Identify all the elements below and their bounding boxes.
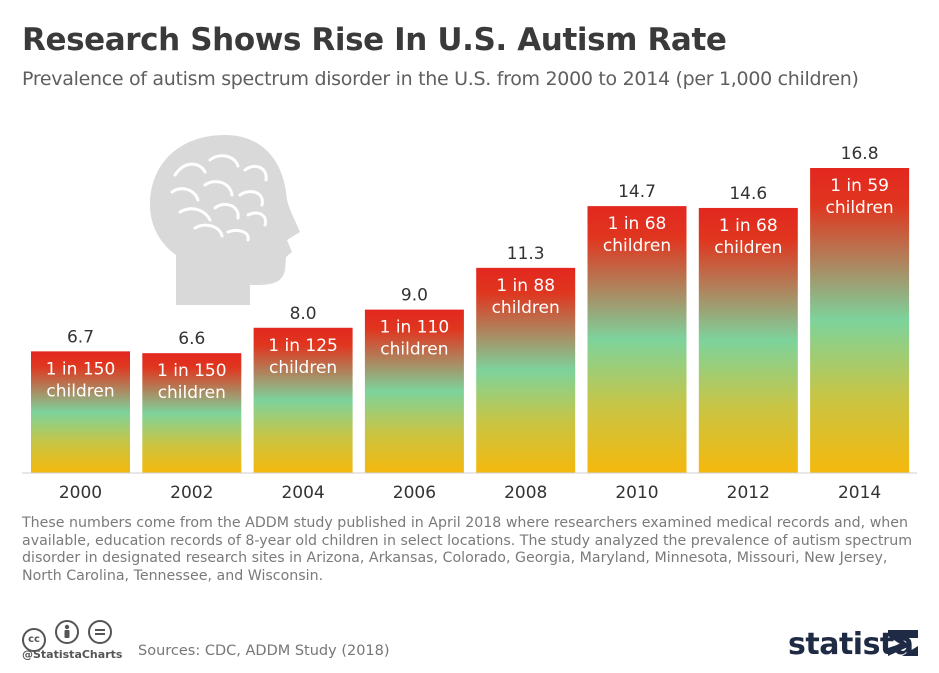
- ratio-label-2000: 1 in 150: [46, 359, 116, 379]
- head-brain-icon: [150, 135, 300, 305]
- ratio-label-2008: 1 in 88: [496, 276, 555, 296]
- x-tick-label-2014: 2014: [838, 483, 881, 503]
- sources-text: Sources: CDC, ADDM Study (2018): [138, 643, 390, 659]
- chart-title: Research Shows Rise In U.S. Autism Rate: [22, 22, 727, 58]
- value-label-2002: 6.6: [178, 329, 205, 349]
- ratio-sub-label-2014: children: [825, 198, 893, 218]
- license-icons: cc: [22, 620, 116, 652]
- ratio-sub-label-2008: children: [492, 298, 560, 318]
- ratio-label-2006: 1 in 110: [380, 318, 450, 338]
- chart-subtitle: Prevalence of autism spectrum disorder i…: [22, 68, 859, 90]
- x-tick-label-2012: 2012: [727, 483, 770, 503]
- bar-2012: [698, 207, 798, 473]
- statista-logo-icon: [888, 630, 918, 656]
- x-tick-label-2006: 2006: [393, 483, 436, 503]
- x-tick-label-2010: 2010: [615, 483, 658, 503]
- ratio-sub-label-2002: children: [158, 383, 226, 403]
- x-tick-label-2002: 2002: [170, 483, 213, 503]
- bar-2010: [587, 206, 687, 473]
- value-label-2004: 8.0: [290, 304, 317, 324]
- value-label-2010: 14.7: [618, 182, 656, 202]
- cc-icon: cc: [22, 628, 46, 652]
- bar-2002: [142, 353, 242, 473]
- bar-2014: [810, 168, 910, 473]
- ratio-sub-label-2006: children: [380, 340, 448, 360]
- ratio-label-2004: 1 in 125: [268, 336, 338, 356]
- footnote: These numbers come from the ADDM study p…: [22, 515, 913, 584]
- ratio-label-2010: 1 in 68: [608, 214, 667, 234]
- ratio-sub-label-2010: children: [603, 236, 671, 256]
- ratio-sub-label-2012: children: [714, 238, 782, 258]
- value-label-2008: 11.3: [507, 244, 545, 264]
- ratio-sub-label-2000: children: [46, 381, 114, 401]
- bar-2008: [476, 267, 576, 473]
- attribution-icon: [55, 620, 80, 644]
- no-derivatives-icon: [88, 620, 113, 644]
- x-tick-label-2008: 2008: [504, 483, 547, 503]
- value-label-2014: 16.8: [841, 144, 879, 164]
- value-label-2012: 14.6: [729, 184, 767, 204]
- ratio-label-2014: 1 in 59: [830, 176, 889, 196]
- ratio-sub-label-2004: children: [269, 358, 337, 378]
- bar-2000: [31, 351, 130, 473]
- value-label-2000: 6.7: [67, 327, 94, 347]
- x-tick-label-2000: 2000: [59, 483, 102, 503]
- x-tick-label-2004: 2004: [281, 483, 324, 503]
- ratio-label-2002: 1 in 150: [157, 361, 227, 381]
- ratio-label-2012: 1 in 68: [719, 216, 778, 236]
- value-label-2006: 9.0: [401, 286, 428, 306]
- bar-2004: [253, 327, 353, 473]
- bar-2006: [364, 309, 464, 473]
- statista-handle[interactable]: @StatistaCharts: [22, 648, 123, 661]
